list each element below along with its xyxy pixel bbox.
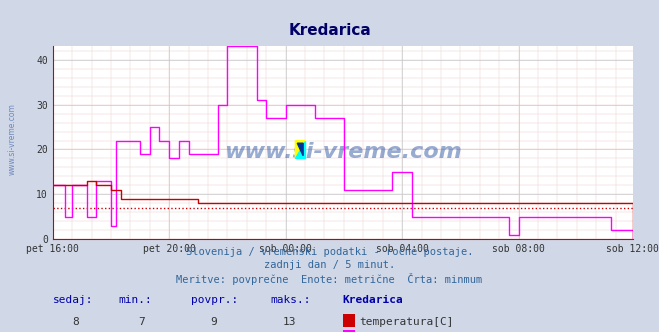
Text: www.si-vreme.com: www.si-vreme.com (8, 104, 17, 175)
Text: maks.:: maks.: (270, 295, 310, 305)
Text: zadnji dan / 5 minut.: zadnji dan / 5 minut. (264, 260, 395, 270)
Text: www.si-vreme.com: www.si-vreme.com (224, 142, 461, 162)
Polygon shape (295, 140, 305, 158)
Polygon shape (295, 140, 305, 158)
Text: povpr.:: povpr.: (191, 295, 239, 305)
Polygon shape (297, 143, 303, 156)
Text: min.:: min.: (119, 295, 152, 305)
Text: Kredarica: Kredarica (288, 23, 371, 38)
Text: temperatura[C]: temperatura[C] (359, 317, 453, 327)
Text: Slovenija / vremenski podatki - ročne postaje.: Slovenija / vremenski podatki - ročne po… (186, 246, 473, 257)
Text: 7: 7 (138, 317, 145, 327)
Text: 9: 9 (211, 317, 217, 327)
Text: 8: 8 (72, 317, 79, 327)
Text: Kredarica: Kredarica (343, 295, 403, 305)
Text: Meritve: povprečne  Enote: metrične  Črta: minmum: Meritve: povprečne Enote: metrične Črta:… (177, 273, 482, 285)
Text: sedaj:: sedaj: (53, 295, 93, 305)
Text: 13: 13 (283, 317, 297, 327)
